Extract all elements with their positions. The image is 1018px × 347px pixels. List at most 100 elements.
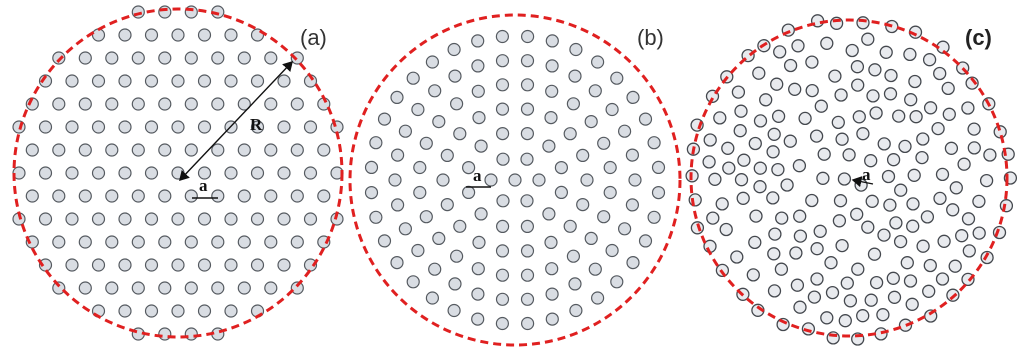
panel-a-hole xyxy=(264,97,278,111)
panel-c-hole xyxy=(773,45,787,59)
panel-c-hole xyxy=(828,69,842,83)
panel-c-hole xyxy=(835,132,849,146)
panel-c-hole xyxy=(807,290,822,304)
panel-c-hole xyxy=(861,32,875,46)
panel-b-hole xyxy=(428,262,442,276)
panel-c-hole xyxy=(869,275,884,290)
panel-a-hole xyxy=(118,166,132,180)
panel-c-hole xyxy=(983,148,997,162)
panel-a-hole xyxy=(171,74,185,88)
panel-c-hole xyxy=(713,111,727,125)
panel-c-hole xyxy=(843,294,858,308)
panel-c-hole xyxy=(793,229,808,243)
panel-b-hole xyxy=(568,69,582,83)
panel-b-hole xyxy=(520,78,535,92)
panel-c-hole xyxy=(972,226,986,240)
panel-b-hole xyxy=(520,127,535,141)
panel-b-hole xyxy=(425,55,439,69)
panel-c-hole xyxy=(805,193,819,208)
panel-b-hole xyxy=(436,173,450,187)
panel-b-hole xyxy=(474,139,488,153)
panel-c-hole xyxy=(916,132,930,146)
panel-c-hole xyxy=(733,124,747,138)
panel-b-hole xyxy=(406,275,420,289)
panel-a-label: (a) xyxy=(300,25,327,50)
panel-a-hole xyxy=(158,5,172,19)
panel-a-hole xyxy=(211,281,225,295)
panel-a-hole xyxy=(144,74,159,88)
panel-c-hole xyxy=(759,93,773,107)
panel-a-hole xyxy=(250,212,265,226)
panel-c-hole xyxy=(688,193,702,207)
panel-c-hole xyxy=(748,136,762,151)
panel-c-hole xyxy=(766,191,780,205)
panel-a-hole xyxy=(105,97,119,111)
panel-b-hole xyxy=(569,303,583,318)
panel-b-hole xyxy=(590,291,605,305)
panel-a-hole xyxy=(158,235,172,249)
panel-c-holes xyxy=(685,14,1018,346)
panel-a-hole xyxy=(277,120,291,134)
panel-c-hole xyxy=(833,194,848,208)
panel-b-hole xyxy=(626,90,640,105)
panel-b-hole xyxy=(590,55,605,69)
panel-a-hole xyxy=(144,304,159,318)
panel-c-hole xyxy=(906,197,920,211)
panel-c-hole xyxy=(780,178,794,192)
panel-c-hole xyxy=(916,239,930,253)
panel-b-hole xyxy=(471,34,485,48)
panel-b-hole xyxy=(495,102,510,116)
panel-b-hole xyxy=(566,249,581,263)
panel-a-hole xyxy=(290,281,304,295)
panel-b-hole xyxy=(628,173,642,187)
panel-c-hole xyxy=(886,271,900,285)
panel-b-hole xyxy=(453,127,467,141)
panel-a-hole xyxy=(197,74,212,88)
panel-a-hole xyxy=(91,28,106,42)
panel-c-hole xyxy=(731,85,746,99)
panel-c-hole xyxy=(898,139,912,154)
panel-b-spacing-label: a xyxy=(473,166,482,185)
panel-a-hole xyxy=(197,304,212,318)
panel-a-hole xyxy=(131,5,145,19)
panel-c-hole xyxy=(967,141,981,155)
panel-c-hole xyxy=(734,104,748,118)
panel-c-hole xyxy=(737,153,751,167)
panel-c-hole xyxy=(771,109,786,123)
panel-c-boundary xyxy=(689,18,1009,338)
panel-b-hole xyxy=(495,78,510,92)
panel-b-hole xyxy=(447,42,461,57)
panel-a-hole xyxy=(52,51,66,65)
panel-b-hole xyxy=(603,185,617,200)
panel-a-hole xyxy=(250,74,265,88)
panel-c-hole xyxy=(893,234,908,249)
panel-a-hole xyxy=(264,51,278,65)
panel-c-hole xyxy=(937,234,951,248)
panel-c-hole xyxy=(850,207,864,221)
panel-c-hole xyxy=(752,66,766,80)
panel-a-hole xyxy=(118,120,132,134)
panel-c-label: (c) xyxy=(965,25,992,50)
panel-b-hole xyxy=(588,262,602,276)
panel-b-hole xyxy=(569,42,583,57)
panel-a-hole xyxy=(197,28,212,42)
panel-c-hole xyxy=(931,121,945,136)
panel-b-hole xyxy=(520,316,535,331)
panel-c-hole xyxy=(923,258,937,273)
panel-b-hole xyxy=(651,186,666,200)
panel-b-hole xyxy=(638,234,653,248)
panel-b-hole xyxy=(520,244,535,258)
panel-a-hole xyxy=(224,258,238,272)
panel-c-hole xyxy=(845,43,859,58)
panel-a-hole xyxy=(38,212,53,226)
panel-c-hole xyxy=(834,88,848,102)
panel-b-hole xyxy=(605,243,619,258)
panel-b-hole xyxy=(520,152,534,166)
panel-a-hole xyxy=(237,281,251,295)
panel-c-hole xyxy=(824,256,838,270)
panel-c-hole xyxy=(965,76,979,90)
panel-c-hole xyxy=(820,36,834,50)
panel-c-hole xyxy=(721,141,735,155)
panel-b-hole xyxy=(625,198,640,212)
panel-c-hole xyxy=(942,107,956,121)
